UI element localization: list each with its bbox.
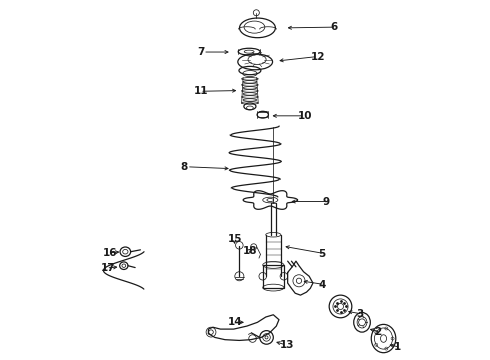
Text: 8: 8 [181,162,188,172]
Text: 2: 2 [374,327,382,337]
Text: 17: 17 [100,263,115,273]
Bar [263,265,284,288]
Text: 3: 3 [356,309,364,319]
Text: 4: 4 [318,280,326,289]
Text: 6: 6 [330,22,337,32]
Text: 18: 18 [243,246,258,256]
Text: 9: 9 [322,197,329,207]
Text: 7: 7 [197,47,204,57]
Text: 1: 1 [394,342,401,352]
Text: 5: 5 [318,249,326,258]
Text: 16: 16 [103,248,117,258]
Text: 13: 13 [280,340,294,350]
Text: 15: 15 [228,234,243,244]
Text: 10: 10 [298,111,312,121]
Text: 14: 14 [228,317,243,327]
Text: 11: 11 [194,86,209,96]
Text: 12: 12 [311,51,325,62]
